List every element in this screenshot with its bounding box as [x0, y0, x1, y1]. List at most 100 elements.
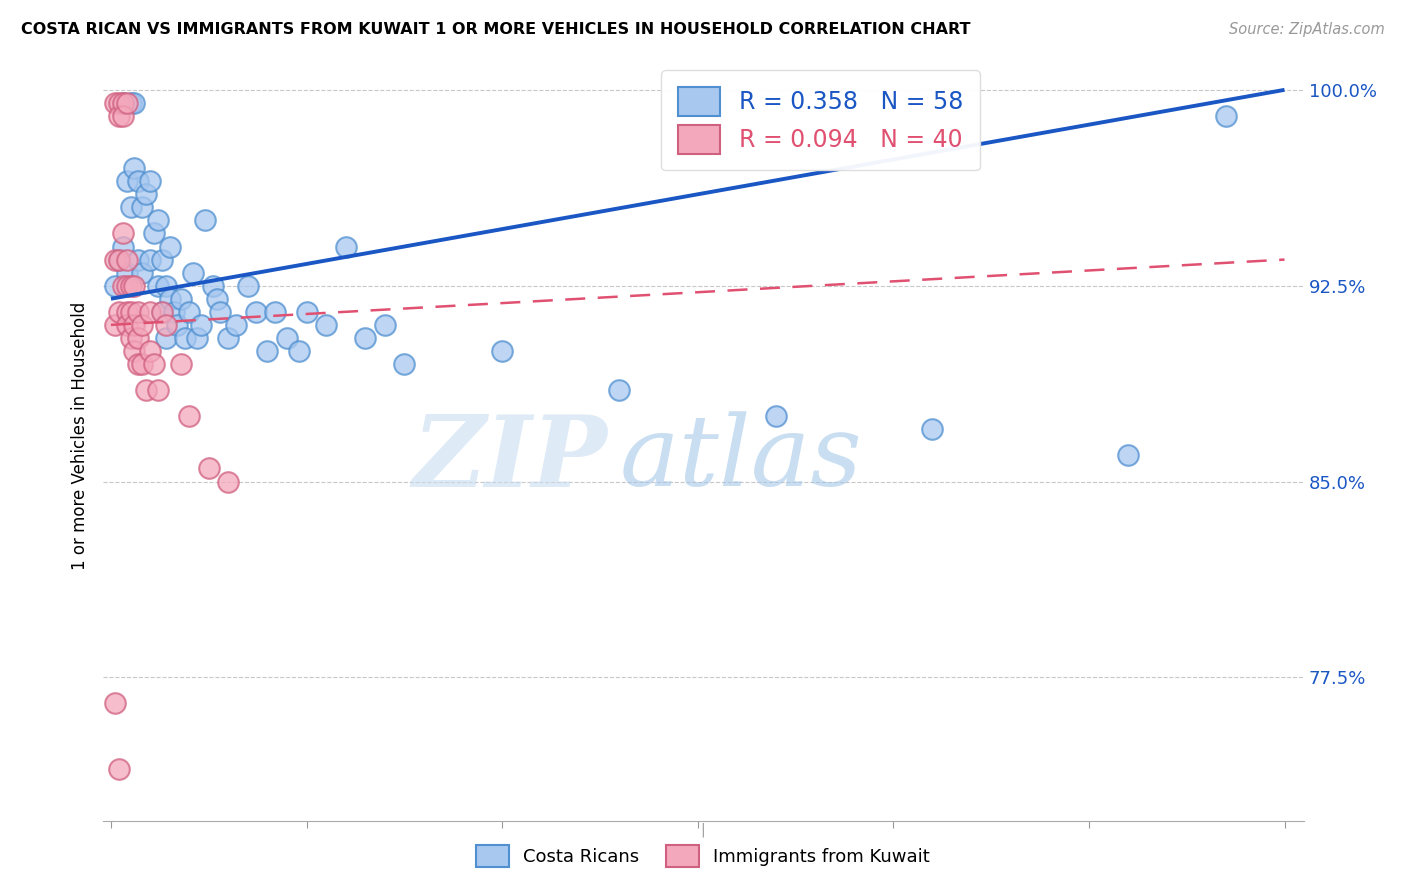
Point	[394, 357, 416, 371]
Point	[609, 383, 631, 397]
Point	[115, 252, 138, 267]
Point	[217, 475, 239, 489]
Text: Source: ZipAtlas.com: Source: ZipAtlas.com	[1229, 22, 1385, 37]
Point	[245, 305, 267, 319]
Point	[127, 252, 149, 267]
Point	[236, 278, 259, 293]
Point	[170, 357, 193, 371]
Point	[194, 213, 217, 227]
Point	[374, 318, 396, 332]
Point	[143, 227, 166, 241]
Point	[115, 305, 138, 319]
Point	[170, 292, 193, 306]
Point	[765, 409, 787, 424]
Point	[186, 331, 208, 345]
Point	[201, 278, 224, 293]
Point	[131, 266, 153, 280]
Point	[143, 357, 166, 371]
Point	[146, 278, 169, 293]
Point	[107, 252, 129, 267]
Point	[146, 213, 169, 227]
Point	[139, 174, 162, 188]
Point	[124, 278, 146, 293]
Point	[150, 305, 173, 319]
Point	[315, 318, 337, 332]
Point	[107, 252, 129, 267]
Point	[1215, 109, 1237, 123]
Y-axis label: 1 or more Vehicles in Household: 1 or more Vehicles in Household	[72, 301, 89, 570]
Point	[174, 331, 197, 345]
Legend: Costa Ricans, Immigrants from Kuwait: Costa Ricans, Immigrants from Kuwait	[467, 836, 939, 876]
Point	[111, 227, 134, 241]
Text: ZIP: ZIP	[412, 410, 607, 508]
Point	[179, 409, 201, 424]
Point	[276, 331, 298, 345]
Point	[354, 331, 377, 345]
Point	[115, 95, 138, 110]
Point	[111, 95, 134, 110]
Text: COSTA RICAN VS IMMIGRANTS FROM KUWAIT 1 OR MORE VEHICLES IN HOUSEHOLD CORRELATIO: COSTA RICAN VS IMMIGRANTS FROM KUWAIT 1 …	[21, 22, 970, 37]
Point	[139, 343, 162, 358]
Point	[120, 331, 142, 345]
Point	[111, 239, 134, 253]
Point	[104, 278, 127, 293]
Point	[104, 95, 127, 110]
Point	[146, 383, 169, 397]
Point	[127, 357, 149, 371]
Point	[115, 318, 138, 332]
Point	[155, 331, 177, 345]
Point	[104, 252, 127, 267]
Point	[256, 343, 278, 358]
Point	[104, 318, 127, 332]
Point	[217, 331, 239, 345]
Point	[111, 278, 134, 293]
Point	[120, 95, 142, 110]
Point	[115, 278, 138, 293]
Legend: R = 0.358   N = 58, R = 0.094   N = 40: R = 0.358 N = 58, R = 0.094 N = 40	[661, 70, 980, 170]
Point	[124, 161, 146, 176]
Point	[124, 318, 146, 332]
Point	[921, 422, 943, 436]
Point	[135, 187, 157, 202]
Point	[107, 762, 129, 776]
Point	[107, 305, 129, 319]
Point	[139, 305, 162, 319]
Point	[120, 278, 142, 293]
Point	[135, 383, 157, 397]
Point	[107, 109, 129, 123]
Text: |: |	[700, 822, 706, 837]
Point	[104, 697, 127, 711]
Point	[190, 318, 212, 332]
Point	[264, 305, 287, 319]
Point	[295, 305, 318, 319]
Point	[124, 95, 146, 110]
Point	[1116, 449, 1139, 463]
Point	[155, 318, 177, 332]
Point	[124, 343, 146, 358]
Point	[111, 95, 134, 110]
Point	[139, 252, 162, 267]
Point	[115, 266, 138, 280]
Point	[120, 305, 142, 319]
Point	[127, 305, 149, 319]
Point	[115, 174, 138, 188]
Point	[131, 357, 153, 371]
Point	[111, 109, 134, 123]
Point	[155, 278, 177, 293]
Point	[159, 292, 181, 306]
Point	[150, 305, 173, 319]
Point	[166, 318, 188, 332]
Point	[491, 343, 513, 358]
Point	[120, 200, 142, 214]
Point	[179, 305, 201, 319]
Point	[197, 461, 219, 475]
Point	[162, 305, 184, 319]
Point	[335, 239, 357, 253]
Point	[181, 266, 204, 280]
Point	[205, 292, 228, 306]
Point	[225, 318, 247, 332]
Point	[159, 239, 181, 253]
Point	[131, 318, 153, 332]
Point	[131, 200, 153, 214]
Point	[107, 95, 129, 110]
